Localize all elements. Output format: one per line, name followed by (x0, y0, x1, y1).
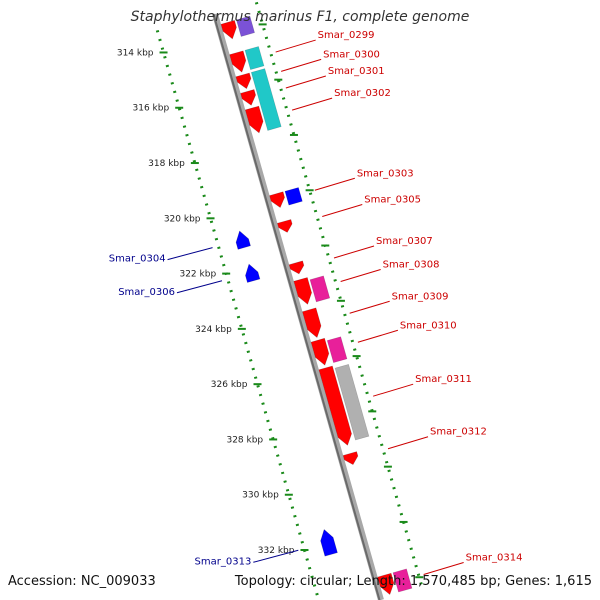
genome-summary-label: Topology: circular; Length: 1,570,485 bp… (234, 574, 592, 589)
gene-label-smar-0307: Smar_0307 (376, 236, 433, 247)
gene-smar-0312 (342, 451, 359, 466)
gene-smar-0304 (235, 230, 251, 250)
gene-label-smar-0311: Smar_0311 (415, 374, 472, 385)
gene-smar-0302 (244, 105, 264, 134)
gene-smar-0308 (293, 277, 312, 305)
gene-label-smar-0301: Smar_0301 (328, 66, 385, 77)
backbone-shadow (212, 13, 381, 600)
backbone-line (212, 13, 384, 600)
leader-line (176, 280, 223, 294)
outer-feature-purple (236, 15, 255, 37)
gene-label-smar-0310: Smar_0310 (400, 320, 457, 331)
gene-smar-0300 (235, 72, 252, 90)
leader-line (281, 58, 322, 72)
leader-line (423, 561, 464, 575)
gene-label-smar-0300: Smar_0300 (323, 49, 380, 60)
leader-line (285, 75, 326, 89)
outer-feature-magenta (392, 568, 413, 593)
gene-smar-0311 (318, 365, 352, 446)
leader-line (322, 204, 363, 218)
gene-label-smar-0304: Smar_0304 (109, 254, 166, 265)
gene-smar-0309 (302, 307, 322, 338)
outer-feature-cyan (250, 68, 282, 131)
gene-label-smar-0308: Smar_0308 (383, 259, 440, 270)
outer-feature-cyan (244, 46, 265, 71)
gene-label-smar-0313: Smar_0313 (195, 556, 252, 567)
gene-smar-0310 (310, 337, 330, 366)
gene-smar-0303 (269, 191, 285, 208)
ruler-tick-label: 326 kbp (211, 380, 248, 390)
ruler-tick-label: 314 kbp (117, 48, 154, 58)
ruler-tick-label: 324 kbp (195, 325, 232, 335)
leader-line (333, 245, 375, 259)
leader-line (275, 39, 316, 53)
ruler-tick-label: 322 kbp (179, 270, 216, 280)
leader-line (314, 177, 355, 191)
leader-line (387, 436, 429, 450)
leader-line (373, 383, 414, 397)
gene-label-smar-0314: Smar_0314 (466, 552, 523, 563)
gene-smar-0313 (320, 528, 338, 557)
outer-feature-blue (284, 187, 303, 206)
gene-smar-0299 (229, 50, 247, 73)
leader-line (349, 300, 390, 314)
gene-label-smar-0299: Smar_0299 (318, 30, 375, 41)
gene-smar-0306 (245, 263, 261, 283)
map-title: Staphylothermus marinus F1, complete gen… (130, 9, 470, 25)
leader-line (253, 549, 299, 563)
ruler-tick-label: 332 kbp (258, 546, 295, 556)
leader-line (357, 329, 399, 343)
accession-label: Accession: NC_009033 (8, 574, 156, 589)
gene-label-smar-0306: Smar_0306 (118, 287, 175, 298)
outer-feature-magenta (309, 275, 331, 303)
gene-smar-0301 (240, 89, 256, 106)
outer-feature-gray (334, 363, 370, 441)
gene-smar-0305 (277, 219, 293, 233)
gene-label-smar-0305: Smar_0305 (364, 195, 421, 206)
ruler-tick-label: 320 kbp (164, 214, 201, 224)
gene-label-smar-0302: Smar_0302 (334, 88, 391, 99)
ruler-tick-label: 318 kbp (148, 159, 185, 169)
outer-feature-magenta (326, 336, 348, 364)
gene-smar-0298 (220, 20, 237, 40)
ruler-tick-label: 328 kbp (226, 435, 263, 445)
ruler-tick-label: 330 kbp (242, 491, 279, 501)
leader-line (167, 247, 213, 261)
gene-smar-0307 (288, 260, 305, 275)
leader-line (291, 97, 333, 111)
gene-label-smar-0303: Smar_0303 (357, 168, 414, 179)
ruler-tick-label: 316 kbp (133, 104, 170, 114)
leader-line (340, 268, 381, 282)
gene-label-smar-0309: Smar_0309 (392, 291, 449, 302)
gene-label-smar-0312: Smar_0312 (430, 427, 487, 438)
gene-smar-0314 (377, 572, 395, 596)
